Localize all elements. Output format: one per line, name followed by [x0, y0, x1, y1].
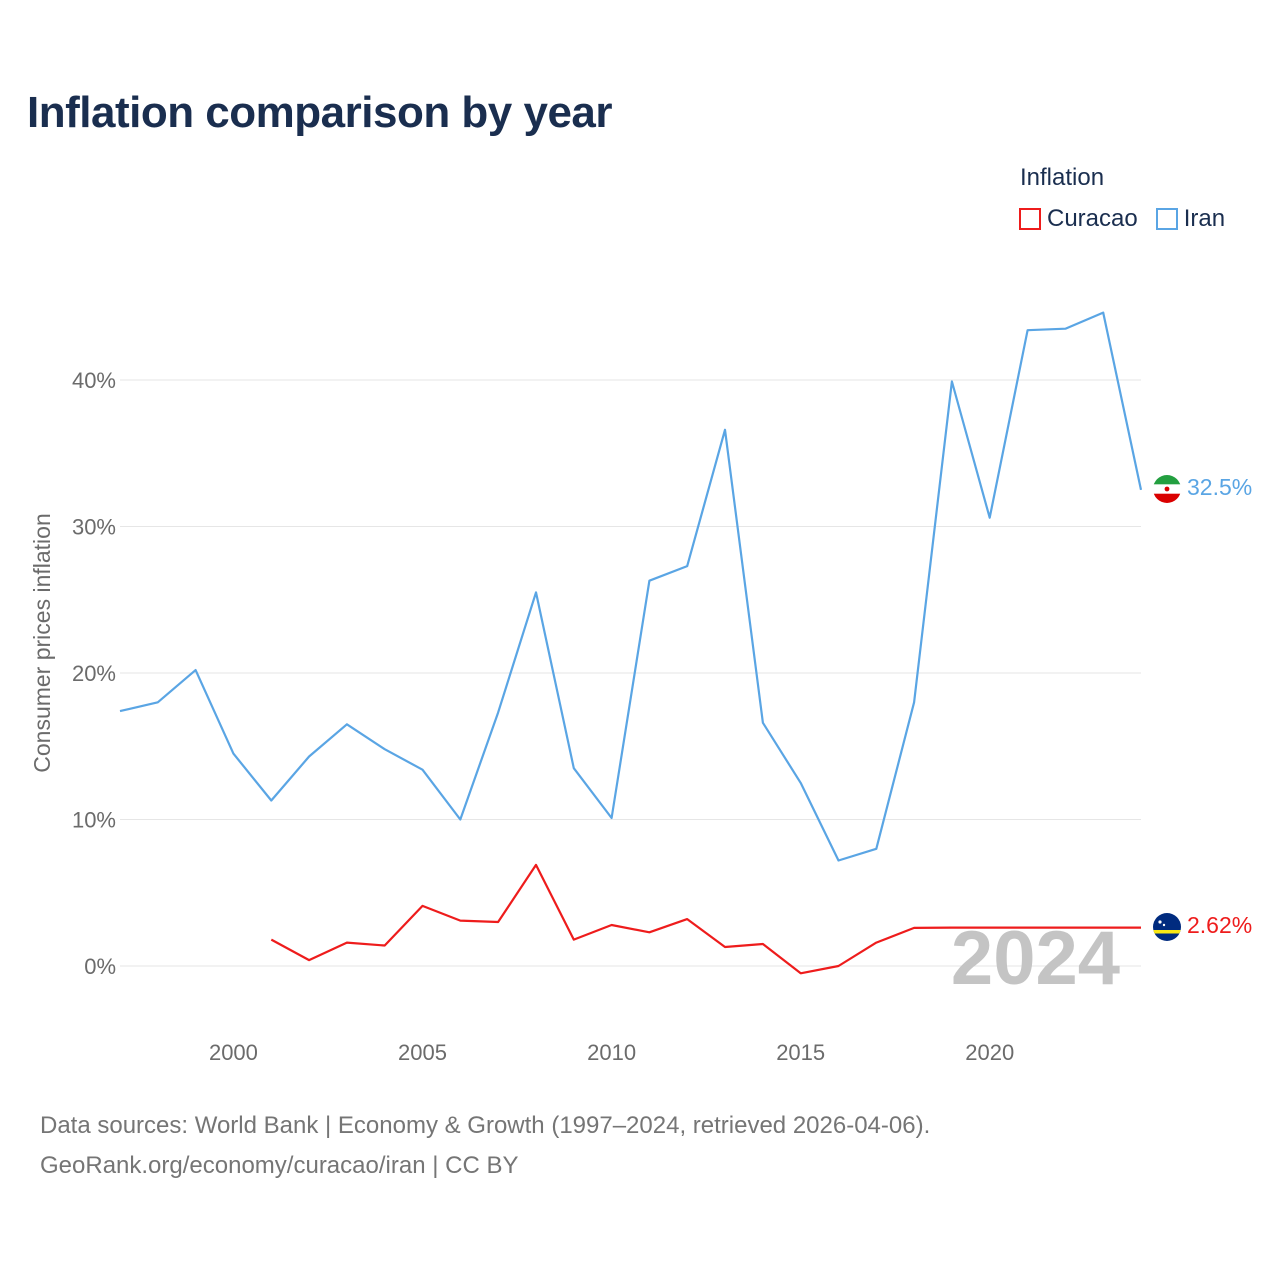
y-tick-label: 40% — [72, 368, 116, 393]
legend-item-curacao[interactable]: Curacao — [1019, 205, 1138, 233]
x-tick-label: 2010 — [587, 1040, 636, 1065]
series-line-curacao[interactable] — [270, 863, 1141, 975]
grid-lines — [120, 379, 1141, 967]
legend: Curacao Iran — [1019, 205, 1225, 233]
legend-label-iran: Iran — [1183, 205, 1226, 232]
source-line-link[interactable]: GeoRank.org/economy/curacao/iran | CC BY — [40, 1152, 519, 1179]
curacao-flag-icon — [1153, 913, 1181, 941]
y-axis-label: Consumer prices inflation — [29, 513, 55, 773]
end-label-iran: 32.5% — [1187, 474, 1252, 500]
y-tick-label: 10% — [72, 808, 116, 833]
x-tick-label: 2000 — [209, 1040, 258, 1065]
y-tick-label: 30% — [72, 515, 116, 540]
source-note: Data sources: World Bank | Economy & Gro… — [40, 1106, 930, 1186]
series-lines — [119, 311, 1143, 975]
x-tick-label: 2020 — [965, 1040, 1014, 1065]
iran-flag-icon — [1153, 475, 1181, 503]
legend-label-curacao: Curacao — [1047, 205, 1138, 232]
legend-swatch-iran — [1155, 208, 1178, 230]
end-label-curacao: 2.62% — [1187, 912, 1252, 938]
legend-swatch-curacao — [1019, 208, 1041, 230]
legend-item-iran[interactable]: Iran — [1155, 205, 1226, 233]
series-line-iran[interactable] — [119, 311, 1143, 862]
y-tick-label: 20% — [72, 661, 116, 686]
year-marker: 2024 — [951, 916, 1120, 1001]
inflation-line-chart: 0% 10% 20% 30% 40% 2000 2005 2010 2015 2020 Cons… — [29, 311, 1252, 1065]
legend-title: Inflation — [1020, 164, 1105, 191]
x-axis-ticks: 2000 2005 2010 2015 2020 — [209, 1040, 1014, 1065]
y-tick-label: 0% — [84, 954, 116, 979]
y-axis-ticks: 0% 10% 20% 30% 40% — [72, 368, 116, 979]
x-tick-label: 2015 — [776, 1040, 825, 1065]
x-tick-label: 2005 — [398, 1040, 447, 1065]
source-line-data: Data sources: World Bank | Economy & Gro… — [40, 1112, 931, 1139]
chart-title: Inflation comparison by year — [27, 88, 613, 137]
